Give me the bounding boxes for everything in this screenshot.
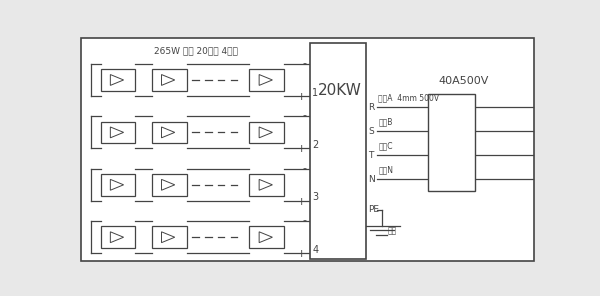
Text: -: - bbox=[302, 58, 306, 68]
Bar bbox=[152, 69, 187, 91]
Polygon shape bbox=[110, 232, 124, 243]
Text: -: - bbox=[302, 163, 306, 173]
Text: +: + bbox=[297, 144, 306, 155]
Polygon shape bbox=[110, 127, 124, 138]
Bar bbox=[250, 122, 284, 143]
Polygon shape bbox=[161, 127, 175, 138]
Text: 相线A  4mm 500V: 相线A 4mm 500V bbox=[378, 94, 439, 103]
Text: N: N bbox=[368, 175, 374, 184]
Text: -: - bbox=[302, 215, 306, 225]
Bar bbox=[101, 122, 136, 143]
Text: 相线C: 相线C bbox=[378, 141, 392, 151]
Text: PE: PE bbox=[368, 205, 379, 214]
Bar bbox=[152, 226, 187, 248]
Text: 零线N: 零线N bbox=[378, 165, 393, 175]
Bar bbox=[428, 94, 475, 191]
Text: +: + bbox=[297, 249, 306, 259]
Bar bbox=[250, 69, 284, 91]
Text: 2: 2 bbox=[312, 140, 319, 150]
Polygon shape bbox=[259, 232, 272, 243]
Bar bbox=[101, 226, 136, 248]
Text: 相线B: 相线B bbox=[378, 118, 392, 127]
Bar bbox=[152, 174, 187, 196]
Text: 20KW: 20KW bbox=[318, 83, 362, 98]
Text: 265W 组件 20串联 4并联: 265W 组件 20串联 4并联 bbox=[154, 46, 238, 55]
Polygon shape bbox=[161, 179, 175, 190]
Text: 1: 1 bbox=[312, 88, 318, 97]
Polygon shape bbox=[259, 127, 272, 138]
Text: 3: 3 bbox=[312, 192, 318, 202]
Polygon shape bbox=[161, 232, 175, 243]
Text: 4: 4 bbox=[312, 245, 318, 255]
Polygon shape bbox=[110, 179, 124, 190]
Polygon shape bbox=[161, 75, 175, 85]
Text: 40A500V: 40A500V bbox=[438, 76, 488, 86]
Text: +: + bbox=[297, 197, 306, 207]
Text: R: R bbox=[368, 103, 374, 112]
Text: T: T bbox=[368, 151, 373, 160]
Bar bbox=[101, 69, 136, 91]
Text: S: S bbox=[368, 127, 374, 136]
Text: -: - bbox=[302, 110, 306, 120]
Bar bbox=[152, 122, 187, 143]
Polygon shape bbox=[259, 75, 272, 85]
Bar bbox=[250, 174, 284, 196]
Text: 地线: 地线 bbox=[388, 226, 397, 235]
Polygon shape bbox=[259, 179, 272, 190]
Bar bbox=[101, 174, 136, 196]
Text: +: + bbox=[297, 92, 306, 102]
Bar bbox=[310, 44, 365, 259]
Polygon shape bbox=[110, 75, 124, 85]
Bar bbox=[250, 226, 284, 248]
